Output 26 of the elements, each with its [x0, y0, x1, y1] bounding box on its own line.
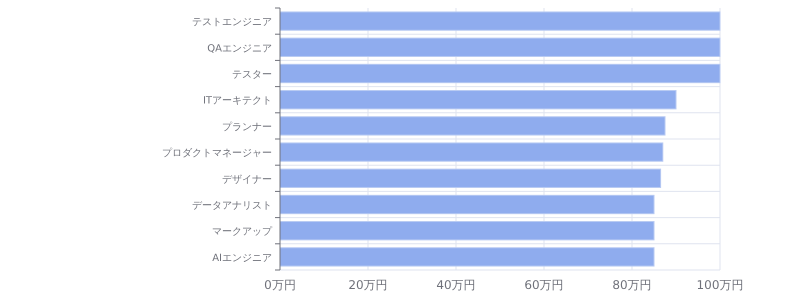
bar [280, 38, 720, 57]
bar [280, 194, 654, 214]
y-tick-label: テストエンジニア [192, 17, 272, 28]
y-tick-label: データアナリスト [192, 200, 272, 212]
x-tick-label: 0万円 [264, 278, 296, 292]
x-tick-label: 40万円 [436, 278, 476, 292]
x-tick-label: 60万円 [524, 278, 564, 292]
bar [280, 116, 666, 136]
y-tick-label: プロダクトマネージャー [162, 147, 272, 160]
y-tick-label: マークアップ [212, 226, 273, 238]
bar [280, 64, 720, 84]
y-tick-label: ITアーキテクト [202, 96, 272, 107]
bar [280, 168, 662, 188]
bar [280, 247, 654, 267]
y-tick-label: デザイナー [222, 174, 272, 186]
x-tick-label: 100万円 [696, 278, 744, 292]
x-tick-label: 80万円 [612, 278, 652, 292]
bar [280, 11, 720, 31]
y-tick-label: AIエンジニア [212, 252, 272, 264]
y-tick-label: テスター [232, 70, 272, 80]
y-tick-label: プランナー [222, 120, 272, 133]
bar [280, 90, 676, 110]
x-tick-label: 20万円 [348, 278, 388, 292]
bar [280, 221, 654, 240]
bar [280, 142, 664, 162]
y-tick-label: QAエンジニア [207, 43, 272, 54]
